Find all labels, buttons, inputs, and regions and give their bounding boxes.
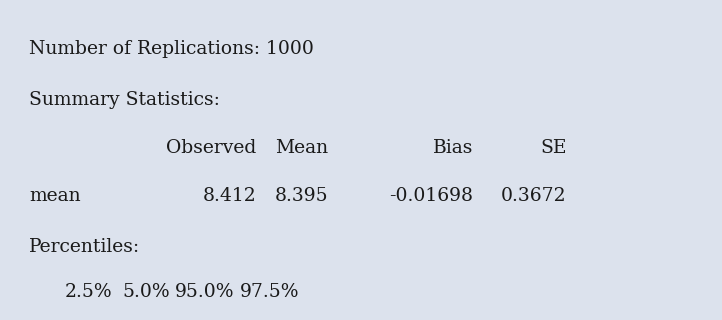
Text: 97.5%: 97.5%: [240, 283, 300, 301]
Text: Bias: Bias: [432, 139, 473, 157]
Text: Percentiles:: Percentiles:: [29, 238, 140, 256]
Text: Summary Statistics:: Summary Statistics:: [29, 91, 219, 109]
Text: mean: mean: [29, 187, 81, 205]
Text: 5.0%: 5.0%: [122, 283, 170, 301]
Text: 2.5%: 2.5%: [64, 283, 112, 301]
Text: 8.412: 8.412: [203, 187, 256, 205]
Text: -0.01698: -0.01698: [389, 187, 473, 205]
Text: Observed: Observed: [166, 139, 256, 157]
Text: 95.0%: 95.0%: [175, 283, 235, 301]
Text: SE: SE: [540, 139, 567, 157]
Text: 0.3672: 0.3672: [501, 187, 567, 205]
Text: Number of Replications: 1000: Number of Replications: 1000: [29, 40, 314, 58]
Text: 8.395: 8.395: [275, 187, 329, 205]
Text: Mean: Mean: [275, 139, 329, 157]
